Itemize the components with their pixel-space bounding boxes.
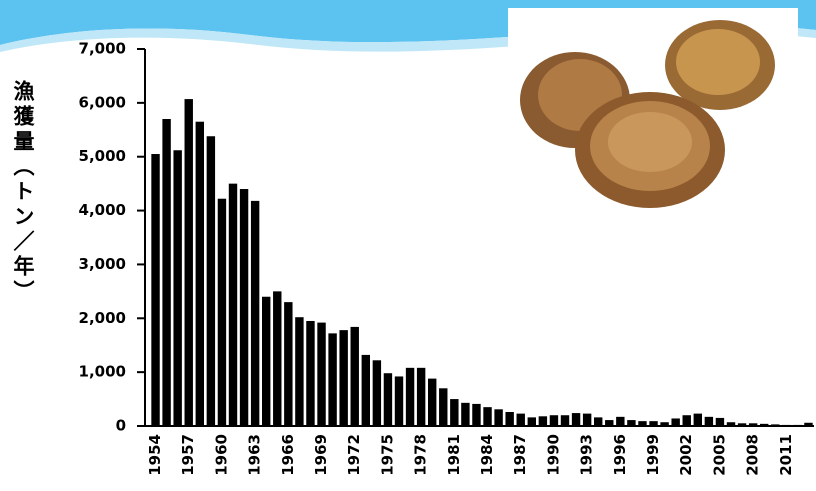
bar [384, 373, 392, 426]
clam-picture [508, 8, 798, 220]
x-tick-label: 1984 [478, 434, 496, 476]
bar [671, 418, 679, 426]
y-tick-label: 7,000 [79, 40, 126, 58]
bar [328, 333, 336, 426]
bar [251, 201, 259, 426]
bar [539, 416, 547, 426]
x-tick-label: 1990 [544, 434, 562, 476]
y-tick-label: 4,000 [79, 201, 126, 219]
bar [494, 409, 502, 426]
bar [395, 376, 403, 426]
y-tick-label: 2,000 [79, 309, 126, 327]
slide: 0 1,000 2,000 3,000 4,000 5,000 6,000 7,000 1954… [0, 0, 816, 491]
bar [262, 297, 270, 426]
x-tick-label: 1975 [378, 434, 396, 476]
x-tick-label: 2002 [677, 434, 695, 476]
bar [185, 99, 193, 426]
bar [716, 418, 724, 426]
bar [428, 379, 436, 426]
bar [605, 420, 613, 426]
x-tick-label: 1972 [345, 434, 363, 476]
bar [594, 417, 602, 426]
x-tick-label: 1978 [412, 434, 430, 476]
x-tick-label: 2011 [777, 434, 795, 476]
bar [583, 414, 591, 426]
bar [561, 415, 569, 426]
bar [317, 323, 325, 426]
bar [528, 417, 536, 426]
y-tick-label: 1,000 [79, 363, 126, 381]
bar [649, 421, 657, 426]
x-tick-label: 1999 [644, 434, 662, 476]
x-tick-label: 1996 [611, 434, 629, 476]
bar [705, 417, 713, 426]
bar [162, 119, 170, 426]
x-tick-label: 1957 [179, 434, 197, 476]
bar [627, 420, 635, 426]
bar [461, 403, 469, 426]
x-tick-label: 1981 [445, 434, 463, 476]
bar [218, 199, 226, 426]
bar [339, 330, 347, 426]
bar [749, 423, 757, 426]
bar [273, 291, 281, 426]
bar [306, 321, 314, 426]
bar [505, 412, 513, 426]
x-tick-label: 1993 [578, 434, 596, 476]
x-tick-label: 1960 [212, 434, 230, 476]
bar [351, 327, 359, 426]
bar [550, 415, 558, 426]
bar [727, 422, 735, 426]
bar [284, 302, 292, 426]
bar [760, 424, 768, 426]
bar [151, 154, 159, 426]
y-axis-label: 漁獲量（トン／年） [8, 80, 38, 305]
y-tick-label: 0 [116, 417, 126, 435]
bar [517, 414, 525, 426]
y-tick-label: 3,000 [79, 255, 126, 273]
bar [616, 417, 624, 426]
bar [240, 189, 248, 426]
bar [362, 355, 370, 426]
bar [683, 415, 691, 426]
bar [450, 399, 458, 426]
bar [782, 425, 790, 426]
chart: 0 1,000 2,000 3,000 4,000 5,000 6,000 7,000 1954… [0, 0, 816, 491]
x-tick-label: 2005 [710, 434, 728, 476]
x-tick-label: 2008 [744, 434, 762, 476]
bar [771, 424, 779, 426]
bar [173, 150, 181, 426]
y-tick-label: 6,000 [79, 93, 126, 111]
bar [572, 413, 580, 426]
bar [472, 404, 480, 426]
bar [373, 360, 381, 426]
x-tick-label: 1987 [511, 434, 529, 476]
bar [417, 368, 425, 426]
bar [638, 421, 646, 426]
bar [483, 407, 491, 426]
bar [804, 423, 812, 426]
x-tick-label: 1954 [146, 434, 164, 476]
bar [196, 122, 204, 426]
bar [660, 422, 668, 426]
x-tick-label: 1969 [312, 434, 330, 476]
bar [406, 368, 414, 426]
bar [738, 423, 746, 426]
x-tick-label: 1963 [246, 434, 264, 476]
bar [694, 414, 702, 426]
bar [439, 388, 447, 426]
bar [793, 425, 801, 426]
bar [295, 317, 303, 426]
bar [229, 184, 237, 426]
x-tick-label: 1966 [279, 434, 297, 476]
bar [207, 136, 215, 426]
y-tick-label: 5,000 [79, 147, 126, 165]
